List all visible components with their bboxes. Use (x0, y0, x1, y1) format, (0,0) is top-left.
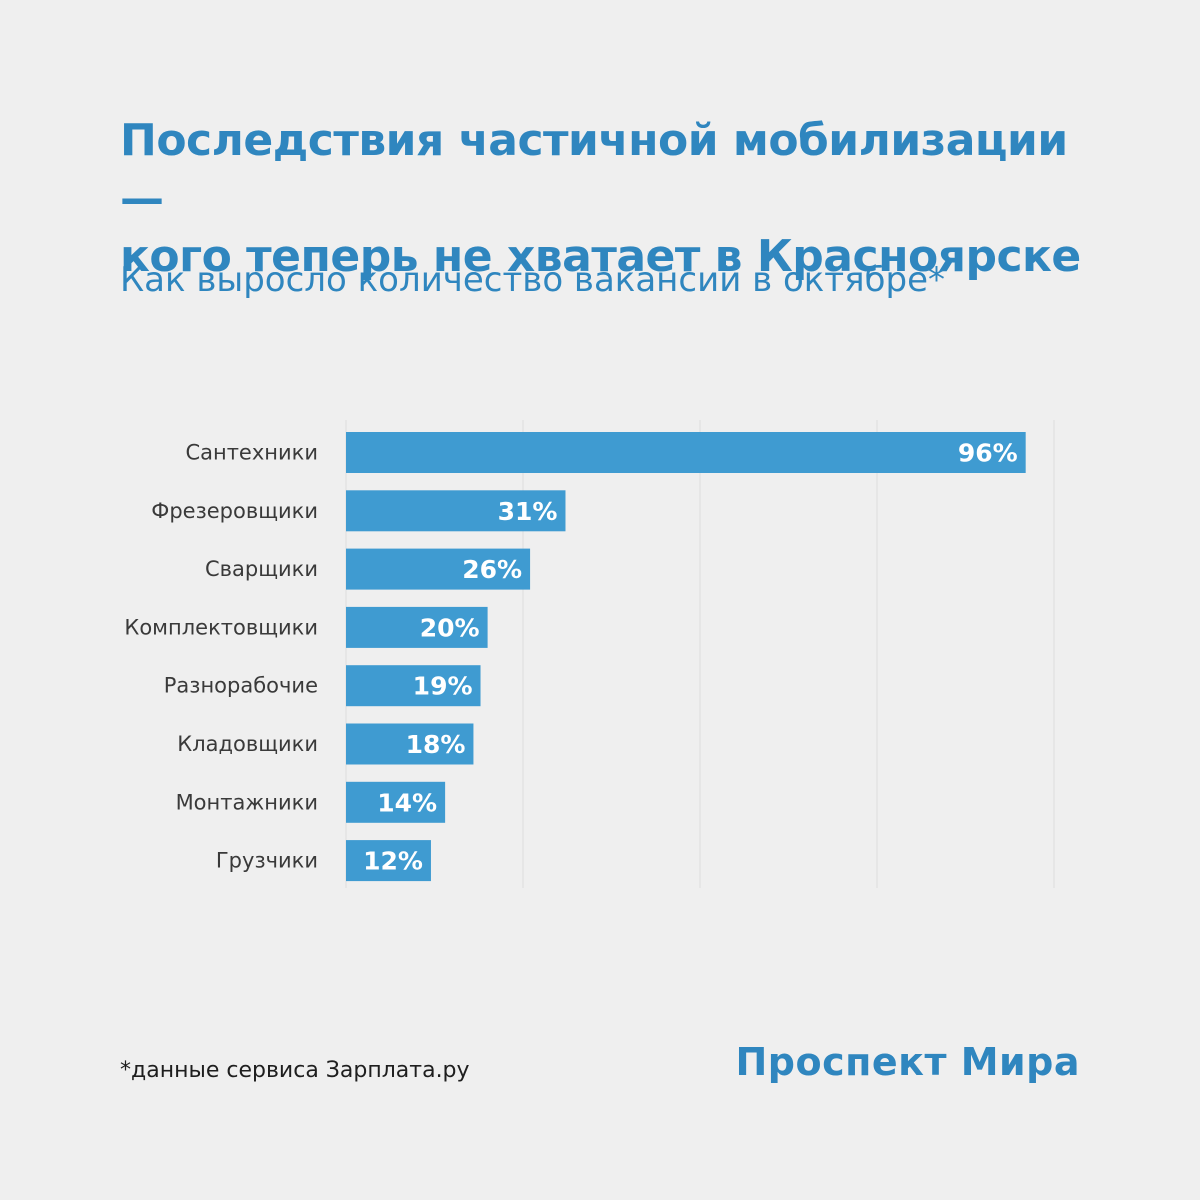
category-label: Грузчики (216, 849, 318, 873)
category-label: Сантехники (185, 441, 318, 465)
bar (346, 665, 481, 707)
value-label: 12% (363, 847, 423, 876)
category-label: Кладовщики (177, 732, 318, 756)
bar (346, 781, 446, 823)
value-label: 26% (462, 555, 522, 584)
category-label: Фрезеровщики (151, 499, 318, 523)
value-label: 96% (958, 439, 1018, 468)
category-label: Разнорабочие (164, 674, 318, 698)
category-label: Монтажники (176, 790, 318, 814)
bar (346, 490, 566, 532)
category-label: Сварщики (205, 557, 318, 581)
value-label: 19% (413, 672, 473, 701)
bar (346, 548, 531, 590)
bar (346, 606, 488, 648)
bar-chart: Сантехники 96% Фрезеровщики 31% Сварщики 26% К… (124, 420, 1055, 888)
bar (346, 840, 431, 882)
chart-subtitle: Как выросло количество вакансий в октябр… (120, 260, 946, 300)
value-label: 20% (420, 613, 480, 642)
bar (346, 432, 1026, 473)
value-label: 31% (498, 497, 558, 526)
chart-title: Последствия частичной мобилизации — кого… (120, 112, 1120, 286)
brand-logo: Проспект Мира (735, 1040, 1080, 1084)
category-label: Комплектовщики (124, 615, 318, 639)
chart-title-line-2: кого теперь не хватает в Красноярске (120, 231, 1081, 282)
chart-title-line-1: Последствия частичной мобилизации — (120, 115, 1068, 224)
source-footnote: *данные сервиса Зарплата.ру (120, 1058, 470, 1083)
value-label: 18% (406, 730, 466, 759)
value-label: 14% (377, 788, 437, 817)
bar (346, 723, 474, 765)
